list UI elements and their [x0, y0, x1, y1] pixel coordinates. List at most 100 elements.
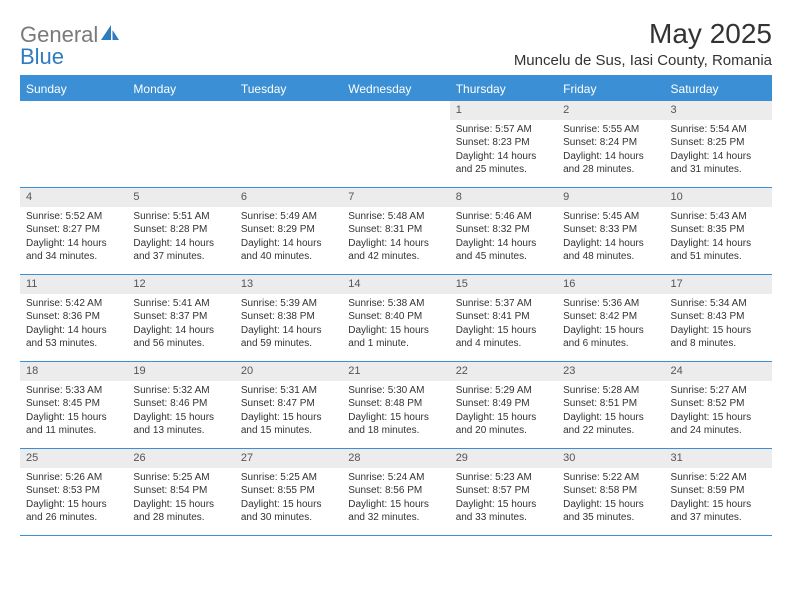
day-body: Sunrise: 5:32 AMSunset: 8:46 PMDaylight:…	[127, 381, 234, 442]
day-cell: 24Sunrise: 5:27 AMSunset: 8:52 PMDayligh…	[665, 362, 772, 448]
sunrise-text: Sunrise: 5:38 AM	[348, 297, 443, 311]
day-body: Sunrise: 5:24 AMSunset: 8:56 PMDaylight:…	[342, 468, 449, 529]
sunset-text: Sunset: 8:28 PM	[133, 223, 228, 237]
day-body: Sunrise: 5:54 AMSunset: 8:25 PMDaylight:…	[665, 120, 772, 181]
day-cell: 5Sunrise: 5:51 AMSunset: 8:28 PMDaylight…	[127, 188, 234, 274]
sunset-text: Sunset: 8:41 PM	[456, 310, 551, 324]
day-body: Sunrise: 5:30 AMSunset: 8:48 PMDaylight:…	[342, 381, 449, 442]
sunrise-text: Sunrise: 5:33 AM	[26, 384, 121, 398]
day-number: 8	[450, 188, 557, 207]
day-number: 24	[665, 362, 772, 381]
sunrise-text: Sunrise: 5:41 AM	[133, 297, 228, 311]
day-body: Sunrise: 5:49 AMSunset: 8:29 PMDaylight:…	[235, 207, 342, 268]
sunrise-text: Sunrise: 5:32 AM	[133, 384, 228, 398]
day-number: 29	[450, 449, 557, 468]
sunset-text: Sunset: 8:47 PM	[241, 397, 336, 411]
day-body: Sunrise: 5:31 AMSunset: 8:47 PMDaylight:…	[235, 381, 342, 442]
day-body: Sunrise: 5:37 AMSunset: 8:41 PMDaylight:…	[450, 294, 557, 355]
daylight-text: Daylight: 14 hours and 37 minutes.	[133, 237, 228, 264]
daylight-text: Daylight: 14 hours and 59 minutes.	[241, 324, 336, 351]
sunset-text: Sunset: 8:33 PM	[563, 223, 658, 237]
day-cell: 7Sunrise: 5:48 AMSunset: 8:31 PMDaylight…	[342, 188, 449, 274]
day-cell: 10Sunrise: 5:43 AMSunset: 8:35 PMDayligh…	[665, 188, 772, 274]
day-body: Sunrise: 5:34 AMSunset: 8:43 PMDaylight:…	[665, 294, 772, 355]
daylight-text: Daylight: 15 hours and 20 minutes.	[456, 411, 551, 438]
sunrise-text: Sunrise: 5:39 AM	[241, 297, 336, 311]
daylight-text: Daylight: 15 hours and 1 minute.	[348, 324, 443, 351]
day-cell: 29Sunrise: 5:23 AMSunset: 8:57 PMDayligh…	[450, 449, 557, 535]
sunset-text: Sunset: 8:38 PM	[241, 310, 336, 324]
day-header: Friday	[557, 77, 664, 101]
month-title: May 2025	[514, 18, 772, 50]
sunrise-text: Sunrise: 5:27 AM	[671, 384, 766, 398]
sunset-text: Sunset: 8:27 PM	[26, 223, 121, 237]
day-body: Sunrise: 5:51 AMSunset: 8:28 PMDaylight:…	[127, 207, 234, 268]
day-body: Sunrise: 5:46 AMSunset: 8:32 PMDaylight:…	[450, 207, 557, 268]
day-body: Sunrise: 5:36 AMSunset: 8:42 PMDaylight:…	[557, 294, 664, 355]
day-body: Sunrise: 5:29 AMSunset: 8:49 PMDaylight:…	[450, 381, 557, 442]
daylight-text: Daylight: 15 hours and 13 minutes.	[133, 411, 228, 438]
week-row: 25Sunrise: 5:26 AMSunset: 8:53 PMDayligh…	[20, 449, 772, 536]
day-body: Sunrise: 5:25 AMSunset: 8:54 PMDaylight:…	[127, 468, 234, 529]
sunset-text: Sunset: 8:25 PM	[671, 136, 766, 150]
sunset-text: Sunset: 8:24 PM	[563, 136, 658, 150]
day-cell	[20, 101, 127, 187]
day-cell: 31Sunrise: 5:22 AMSunset: 8:59 PMDayligh…	[665, 449, 772, 535]
day-body: Sunrise: 5:27 AMSunset: 8:52 PMDaylight:…	[665, 381, 772, 442]
day-cell: 27Sunrise: 5:25 AMSunset: 8:55 PMDayligh…	[235, 449, 342, 535]
day-body: Sunrise: 5:43 AMSunset: 8:35 PMDaylight:…	[665, 207, 772, 268]
day-number: 4	[20, 188, 127, 207]
sunrise-text: Sunrise: 5:46 AM	[456, 210, 551, 224]
day-body: Sunrise: 5:28 AMSunset: 8:51 PMDaylight:…	[557, 381, 664, 442]
day-header: Wednesday	[342, 77, 449, 101]
day-cell: 3Sunrise: 5:54 AMSunset: 8:25 PMDaylight…	[665, 101, 772, 187]
day-number: 18	[20, 362, 127, 381]
daylight-text: Daylight: 15 hours and 37 minutes.	[671, 498, 766, 525]
week-row: 4 Sunrise: 5:52 AMSunset: 8:27 PM Daylight…	[20, 188, 772, 275]
daylight-text: Daylight: 14 hours and 48 minutes.	[563, 237, 658, 264]
day-cell: 30Sunrise: 5:22 AMSunset: 8:58 PMDayligh…	[557, 449, 664, 535]
sunrise-text: Sunrise: 5:25 AM	[241, 471, 336, 485]
day-number: 1	[450, 101, 557, 120]
day-header: Monday	[127, 77, 234, 101]
daylight-text: Daylight: 14 hours and 28 minutes.	[563, 150, 658, 177]
day-cell: 11Sunrise: 5:42 AMSunset: 8:36 PMDayligh…	[20, 275, 127, 361]
sunset-text: Sunset: 8:29 PM	[241, 223, 336, 237]
day-header: Thursday	[450, 77, 557, 101]
day-body: Sunrise: 5:57 AMSunset: 8:23 PMDaylight:…	[450, 120, 557, 181]
title-block: May 2025 Muncelu de Sus, Iasi County, Ro…	[514, 18, 772, 69]
sunset-text: Sunset: 8:56 PM	[348, 484, 443, 498]
day-body: Sunrise: 5:22 AMSunset: 8:59 PMDaylight:…	[665, 468, 772, 529]
day-number: 12	[127, 275, 234, 294]
daylight-text: Daylight: 15 hours and 32 minutes.	[348, 498, 443, 525]
day-number: 26	[127, 449, 234, 468]
day-number: 22	[450, 362, 557, 381]
day-header: Tuesday	[235, 77, 342, 101]
logo-text-general: General	[20, 24, 98, 46]
sunrise-text: Sunrise: 5:29 AM	[456, 384, 551, 398]
location: Muncelu de Sus, Iasi County, Romania	[514, 52, 772, 69]
day-number: 7	[342, 188, 449, 207]
day-cell: 2Sunrise: 5:55 AMSunset: 8:24 PMDaylight…	[557, 101, 664, 187]
day-cell: 13 Sunrise: 5:39 AMSunset: 8:38 PMDayligh…	[235, 275, 342, 361]
day-number: 15	[450, 275, 557, 294]
daylight-text: Daylight: 15 hours and 11 minutes.	[26, 411, 121, 438]
day-number: 13	[235, 275, 342, 294]
day-cell: 26Sunrise: 5:25 AMSunset: 8:54 PMDayligh…	[127, 449, 234, 535]
day-cell: 14Sunrise: 5:38 AMSunset: 8:40 PMDayligh…	[342, 275, 449, 361]
day-cell: 6Sunrise: 5:49 AMSunset: 8:29 PMDaylight…	[235, 188, 342, 274]
day-number: 14	[342, 275, 449, 294]
daylight-text: Daylight: 15 hours and 22 minutes.	[563, 411, 658, 438]
day-body: Sunrise: 5:33 AMSunset: 8:45 PMDaylight:…	[20, 381, 127, 442]
calendar-page: GeneralBlue May 2025 Muncelu de Sus, Ias…	[0, 0, 792, 546]
day-number: 28	[342, 449, 449, 468]
sunrise-text: Sunrise: 5:24 AM	[348, 471, 443, 485]
logo: GeneralBlue	[20, 18, 122, 68]
day-number: 25	[20, 449, 127, 468]
sunrise-text: Sunrise: 5:52 AM	[26, 210, 121, 224]
daylight-text: Daylight: 15 hours and 18 minutes.	[348, 411, 443, 438]
calendar: SundayMondayTuesdayWednesdayThursdayFrid…	[20, 75, 772, 536]
day-body: Sunrise: 5:22 AMSunset: 8:58 PMDaylight:…	[557, 468, 664, 529]
sunset-text: Sunset: 8:43 PM	[671, 310, 766, 324]
day-cell: 22Sunrise: 5:29 AMSunset: 8:49 PMDayligh…	[450, 362, 557, 448]
